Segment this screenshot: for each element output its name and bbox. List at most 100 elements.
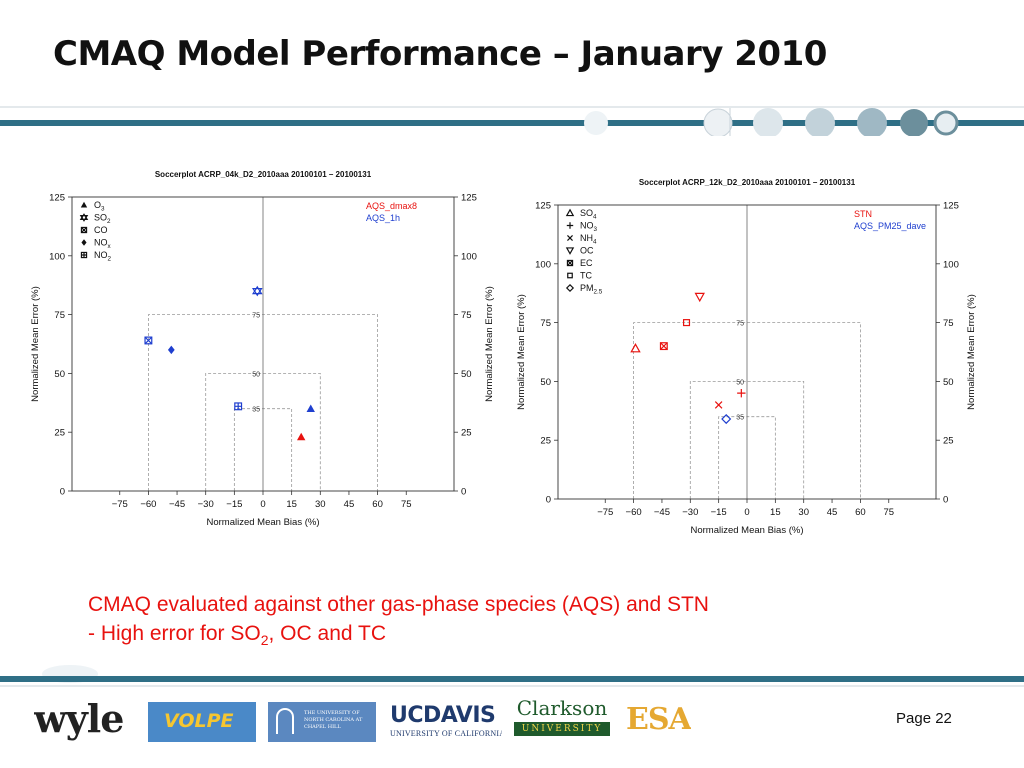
clarkson-subtitle: UNIVERSITY: [514, 722, 610, 736]
left-xtick-label: −75: [112, 499, 128, 510]
left-xtick-label: −30: [198, 499, 214, 510]
soccer-plot-12k-svg: Soccerplot ACRP_12k_D2_2010aaa 20100101 …: [516, 178, 977, 536]
right-point-nh4-2: [714, 401, 723, 409]
right-ytick-label-left: 75: [540, 318, 551, 329]
left-xtick-label: 75: [401, 499, 412, 510]
right-legend-label-2: NH4: [580, 233, 597, 246]
right-legend-marker-4: [566, 259, 574, 267]
left-legend-label-4: NO2: [94, 250, 112, 263]
right-ytick-label-left: 50: [540, 377, 551, 388]
right-xtick-label: −30: [682, 507, 698, 518]
left-ytick-label-left: 100: [49, 251, 65, 262]
page-number: Page 22: [896, 710, 952, 727]
right-goal-label-2: 35: [736, 415, 744, 422]
right-legend-label-0: SO4: [580, 208, 597, 221]
left-legend-label-2: CO: [94, 225, 108, 235]
left-xtick-label: −45: [169, 499, 185, 510]
left-ytick-label-right: 100: [461, 251, 477, 262]
right-ytick-label-right: 25: [943, 436, 954, 447]
left-point-so2-2: [251, 285, 263, 297]
left-legend-label-3: NOx: [94, 238, 112, 251]
right-xtick-label: −45: [654, 507, 670, 518]
right-xtick-label: −60: [626, 507, 642, 518]
left-xtick-label: −15: [226, 499, 242, 510]
volpe-center-logo: VOLPE: [148, 702, 256, 742]
right-legend-label-5: TC: [580, 271, 592, 281]
left-goal-label-1: 50: [252, 371, 260, 378]
right-xtick-label: 75: [883, 507, 894, 518]
left-y-axis-label-right: Normalized Mean Error (%): [484, 286, 495, 402]
right-legend-marker-2: [567, 235, 573, 241]
uc-davis-wordmark: UCDAVIS: [390, 703, 496, 728]
left-y-axis-label-left: Normalized Mean Error (%): [30, 286, 41, 402]
right-goal-box-0: [633, 322, 861, 499]
right-legend-marker-6: [565, 283, 575, 293]
caption-line-2: - High error for SO2, OC and TC: [88, 619, 709, 655]
right-point-no3-1: [737, 388, 746, 398]
soccer-plot-12k: Soccerplot ACRP_12k_D2_2010aaa 20100101 …: [514, 170, 998, 550]
right-network-legend-1: AQS_PM25_dave: [854, 221, 926, 231]
left-point-co-3: [144, 336, 153, 345]
right-legend-label-3: OC: [580, 246, 594, 256]
left-legend-label-1: SO2: [94, 213, 111, 226]
right-xtick-label: 0: [744, 507, 749, 518]
soccer-plot-04k-svg: Soccerplot ACRP_04k_D2_2010aaa 20100101 …: [30, 170, 495, 528]
wyle-logo: wyle: [34, 696, 124, 741]
left-ytick-label-right: 50: [461, 369, 472, 380]
slide-caption: CMAQ evaluated against other gas-phase s…: [88, 590, 709, 655]
clarkson-wordmark: Clarkson: [516, 696, 608, 720]
soccer-plot-04k: Soccerplot ACRP_04k_D2_2010aaa 20100101 …: [28, 160, 498, 530]
left-ytick-label-left: 0: [60, 487, 65, 498]
right-ytick-label-right: 100: [943, 259, 959, 270]
caption-line-2-prefix: - High error for SO: [88, 622, 261, 645]
left-point-no2-5: [234, 402, 243, 411]
right-ytick-label-right: 50: [943, 377, 954, 388]
left-legend-marker-4: [80, 251, 88, 259]
left-goal-label-2: 35: [252, 407, 260, 414]
right-point-tc-5: [682, 319, 691, 327]
right-xtick-label: 60: [855, 507, 866, 518]
left-point-o3-1: [306, 404, 315, 413]
left-ytick-label-left: 75: [54, 310, 65, 321]
left-xtick-label: 15: [286, 499, 297, 510]
right-y-axis-label-right: Normalized Mean Error (%): [966, 294, 977, 410]
uc-davis-logo: UCDAVIS UNIVERSITY OF CALIFORNIA: [390, 702, 502, 742]
right-ytick-label-right: 0: [943, 495, 948, 506]
right-y-axis-label-left: Normalized Mean Error (%): [516, 294, 527, 410]
right-ytick-label-left: 25: [540, 436, 551, 447]
caption-line-2-subscript: 2: [260, 632, 269, 649]
left-legend-label-0: O3: [94, 200, 105, 213]
right-xtick-label: −75: [597, 507, 613, 518]
left-ytick-label-right: 125: [461, 193, 477, 204]
left-legend-marker-0: [80, 201, 88, 208]
left-ytick-label-left: 50: [54, 369, 65, 380]
right-goal-label-0: 75: [736, 321, 744, 328]
left-point-nox-4: [167, 345, 175, 355]
right-xtick-label: 15: [770, 507, 781, 518]
left-network-legend-0: AQS_dmax8: [366, 201, 417, 211]
right-legend-label-4: EC: [580, 258, 593, 268]
right-legend-marker-0: [565, 208, 575, 217]
header-band: [0, 106, 1024, 136]
left-network-legend-1: AQS_1h: [366, 213, 400, 223]
unc-chapel-hill-logo: The University of North Carolina at Chap…: [268, 702, 376, 742]
right-point-oc-3: [694, 292, 705, 303]
right-ytick-label-left: 125: [535, 201, 551, 212]
right-point-ec-4: [659, 342, 668, 351]
right-chart-title: Soccerplot ACRP_12k_D2_2010aaa 20100101 …: [639, 178, 856, 187]
right-goal-label-1: 50: [736, 379, 744, 386]
clarkson-university-logo: Clarkson UNIVERSITY: [514, 696, 610, 748]
left-legend-marker-3: [81, 239, 87, 246]
left-xtick-label: 45: [344, 499, 355, 510]
footer-band: [0, 665, 1024, 687]
right-xtick-label: 30: [798, 507, 809, 518]
right-network-legend-0: STN: [854, 209, 872, 219]
left-ytick-label-right: 75: [461, 310, 472, 321]
right-ytick-label-right: 75: [943, 318, 954, 329]
left-xtick-label: 60: [372, 499, 383, 510]
left-goal-label-0: 75: [252, 313, 260, 320]
right-ytick-label-right: 125: [943, 201, 959, 212]
right-legend-label-1: NO3: [580, 221, 598, 234]
right-legend-label-6: PM2.5: [580, 283, 603, 296]
slide-title: CMAQ Model Performance – January 2010: [53, 34, 827, 74]
